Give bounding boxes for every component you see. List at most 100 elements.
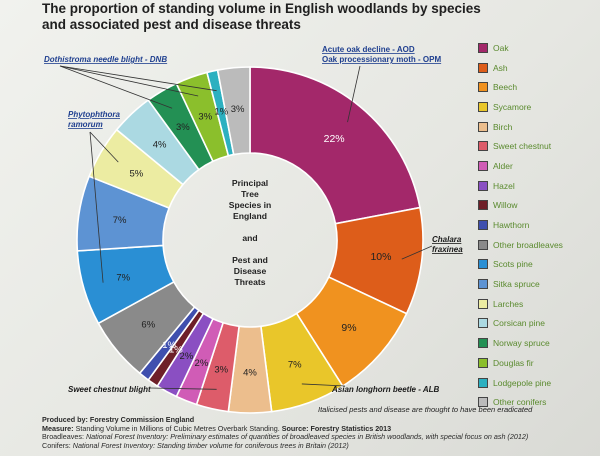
- leader-line: [301, 383, 346, 387]
- broadleaves-text: National Forest Inventory: Preliminary e…: [85, 432, 529, 442]
- value-label-other-conifers: 3%: [231, 104, 245, 115]
- center-line: Pest and: [232, 255, 268, 265]
- value-label-oak: 22%: [324, 133, 345, 145]
- legend-item-other-conifers: Other conifers: [478, 392, 596, 412]
- annotation-label: fraxinea: [432, 245, 463, 254]
- legend-swatch: [478, 141, 488, 152]
- legend-item-other-broadleaves: Other broadleaves: [478, 235, 596, 255]
- value-label-beech: 9%: [341, 322, 356, 334]
- conifers-text: National Forest Inventory: Standing timb…: [72, 440, 349, 450]
- legend-swatch: [478, 338, 488, 349]
- legend-label: Oak: [493, 42, 509, 53]
- legend-item-sitka-spruce: Sitka spruce: [478, 274, 596, 294]
- legend-swatch: [478, 298, 488, 309]
- annotation-label: Asian longhorn beetle - ALB: [331, 385, 439, 394]
- value-label-hazel: 2%: [180, 351, 194, 362]
- legend-swatch: [478, 42, 488, 53]
- legend-item-lodgepole-pine: Lodgepole pine: [478, 373, 596, 393]
- chart-title: The proportion of standing volume in Eng…: [42, 1, 481, 32]
- slice-value-labels: 22%10%9%7%4%3%2%2%1%1%6%7%7%5%4%3%3% 1% 3%: [113, 104, 392, 378]
- produced-by-text: Produced by: Forestry Commission England: [42, 415, 195, 424]
- legend-item-ash: Ash: [478, 58, 596, 78]
- annotation-label: ramorum: [68, 120, 103, 129]
- legend-swatch: [478, 357, 488, 368]
- value-label-willow: 1%: [169, 345, 183, 356]
- leader-line: [149, 387, 217, 390]
- center-line: Threats: [234, 277, 266, 287]
- conifers-line: Conifers: National Forest Inventory: Sta…: [42, 440, 598, 451]
- legend-item-douglas-fir: Douglas fir: [478, 353, 596, 373]
- value-label-lodgepole-pine: 1%: [214, 107, 228, 118]
- legend-item-hawthorn: Hawthorn: [478, 215, 596, 235]
- annotation-label: Oak processionary moth - OPM: [322, 55, 441, 64]
- leader-line: [401, 245, 433, 260]
- legend-swatch: [478, 318, 488, 329]
- center-label: Principal Tree Species in England and Pe…: [200, 178, 300, 288]
- value-label-sycamore: 7%: [288, 360, 302, 371]
- chart-footer: Produced by: Forestry Commission England…: [42, 415, 598, 451]
- legend-label: Other conifers: [493, 397, 547, 408]
- leader-line: [347, 65, 361, 123]
- legend-label: Sweet chestnut: [493, 141, 552, 152]
- leader-line: [59, 65, 173, 109]
- legend-label: Lodgepole pine: [493, 377, 552, 388]
- value-label-corsican-pine: 4%: [153, 139, 167, 150]
- legend-swatch: [478, 160, 488, 171]
- value-label-norway-spruce: 3%: [176, 122, 190, 133]
- legend-item-sycamore: Sycamore: [478, 97, 596, 117]
- legend-swatch: [478, 377, 488, 388]
- measure-label: Measure:: [42, 423, 74, 433]
- legend-swatch: [478, 180, 488, 191]
- legend-label: Scots pine: [493, 259, 533, 270]
- legend-swatch: [478, 82, 488, 93]
- legend-swatch: [478, 220, 488, 231]
- annotation-label: Acute oak decline - AOD: [322, 45, 415, 54]
- center-line: Disease: [233, 266, 267, 276]
- leader-line: [89, 131, 119, 163]
- measure-line: Measure: Standing Volume in Millions of …: [42, 423, 598, 434]
- value-label-scots-pine: 7%: [116, 272, 130, 283]
- annotation-label: Sweet chestnut blight: [68, 385, 151, 394]
- center-line: England: [233, 211, 267, 221]
- center-line: Principal: [231, 178, 269, 188]
- legend-item-norway-spruce: Norway spruce: [478, 333, 596, 353]
- legend-item-alder: Alder: [478, 156, 596, 176]
- measure-text: Standing Volume in Millions of Cubic Met…: [75, 423, 280, 433]
- legend-swatch: [478, 279, 488, 290]
- value-label-douglas-fir: 3%: [198, 111, 212, 122]
- legend-item-scots-pine: Scots pine: [478, 255, 596, 275]
- legend-item-oak: Oak: [478, 38, 596, 58]
- chart-legend: Oak Ash Beech Sycamore Birch Sweet chestnut Al…: [478, 38, 596, 412]
- legend-swatch: [478, 200, 488, 211]
- produced-by: Produced by: Forestry Commission England: [42, 415, 598, 425]
- legend-swatch: [478, 239, 488, 250]
- leader-line: [59, 65, 199, 97]
- broadleaves-label: Broadleaves:: [42, 432, 84, 442]
- legend-swatch: [478, 397, 488, 408]
- legend-label: Ash: [493, 62, 508, 73]
- legend-swatch: [478, 259, 488, 270]
- legend-swatch: [478, 62, 488, 73]
- leader-line: [89, 131, 104, 283]
- legend-label: Other broadleaves: [493, 239, 563, 250]
- legend-item-birch: Birch: [478, 117, 596, 137]
- annotation-label: Phytophthora: [68, 110, 121, 119]
- legend-label: Corsican pine: [493, 318, 545, 329]
- source-text: Source: Forestry Statistics 2013: [281, 423, 392, 433]
- center-line: [200, 244, 300, 255]
- value-label-other-broadleaves: 6%: [141, 320, 155, 331]
- broadleaves-line: Broadleaves: National Forest Inventory: …: [42, 432, 598, 442]
- value-label-hawthorn: 1%: [162, 340, 176, 351]
- legend-label: Hazel: [493, 180, 515, 191]
- eradicated-note: Italicised pests and disease are thought…: [318, 405, 533, 414]
- center-line: Tree: [241, 189, 259, 199]
- legend-label: Sycamore: [493, 101, 532, 112]
- leader-line: [59, 65, 217, 92]
- legend-item-willow: Willow: [478, 196, 596, 216]
- slice-other-conifers: [216, 66, 251, 156]
- center-line: and: [242, 233, 258, 243]
- center-line: [200, 222, 300, 233]
- legend-swatch: [478, 121, 488, 132]
